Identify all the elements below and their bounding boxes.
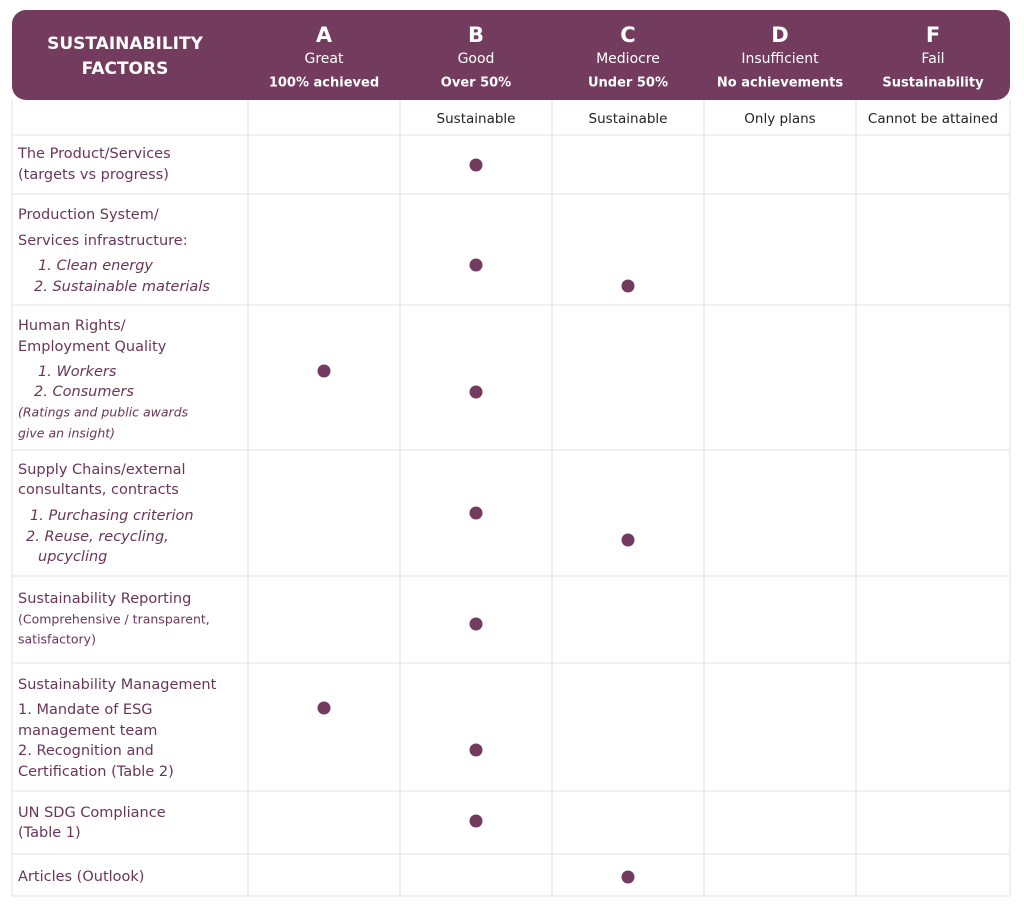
row-text: Sustainability Management [18,677,217,693]
grade-note: 100% achieved [269,76,379,91]
header-band [12,10,1010,100]
grade-sub: Sustainable [437,111,516,127]
rating-dot [621,279,635,293]
row-text: The Product/Services [17,146,171,162]
row-text: 2. Reuse, recycling, [26,529,169,545]
row-text: 2. Recognition and [18,743,154,759]
row-text: Employment Quality [18,339,167,355]
row-text: Production System/ [18,207,159,223]
grade-label: Great [305,51,344,67]
rating-dot [317,701,331,715]
rating-dot [469,258,483,272]
grade-note: Sustainability [882,76,984,91]
row-text: Services infrastructure: [18,233,188,249]
row-text: satisfactory) [18,632,96,647]
row-text: upcycling [38,549,107,565]
header-title: FACTORS [82,59,169,79]
row-text: Certification (Table 2) [18,764,174,780]
rating-dot [469,506,483,520]
row-text: 2. Sustainable materials [34,279,210,295]
row-text: (Comprehensive / transparent, [18,612,210,627]
row-text: Human Rights/ [18,318,126,334]
row-text: (Table 1) [18,825,81,841]
rating-dots [317,158,635,884]
row-text: Supply Chains/external [18,462,186,478]
grade-label: Mediocre [596,51,660,67]
grade-note: No achievements [717,76,843,91]
grade-letter: C [620,23,635,47]
grade-sub: Cannot be attained [868,111,998,127]
rating-dot [469,814,483,828]
row-text: 1. Purchasing criterion [30,508,194,524]
rating-dot [469,385,483,399]
row-text: 1. Workers [38,364,117,380]
row-text: (targets vs progress) [18,167,169,183]
row-text: (Ratings and public awards [18,405,189,420]
rating-dot [621,533,635,547]
grade-note: Over 50% [441,76,511,91]
row-text: Articles (Outlook) [18,869,144,885]
rating-dot [621,870,635,884]
header-title: SUSTAINABILITY [47,34,203,54]
grade-label: Insufficient [741,51,819,67]
grade-letter: B [468,23,484,47]
row-text: 1. Clean energy [38,258,153,274]
grade-note: Under 50% [588,76,668,91]
grade-letter: F [926,23,940,47]
grade-sub: Only plans [744,111,815,127]
rating-dot [469,743,483,757]
row-text: consultants, contracts [18,482,179,498]
grade-label: Fail [921,51,944,67]
rating-dot [469,158,483,172]
row-text: UN SDG Compliance [18,805,166,821]
grade-letter: D [771,23,788,47]
row-text: 1. Mandate of ESG [18,702,153,718]
rating-dot [469,617,483,631]
grade-label: Good [458,51,495,67]
rating-dot [317,364,331,378]
row-text: Sustainability Reporting [18,591,191,607]
table-grid [11,100,1011,897]
row-text: management team [18,723,157,739]
grade-letter: A [316,23,333,47]
grade-sub: Sustainable [589,111,668,127]
row-text: give an insight) [18,426,115,441]
row-text: 2. Consumers [34,384,134,400]
